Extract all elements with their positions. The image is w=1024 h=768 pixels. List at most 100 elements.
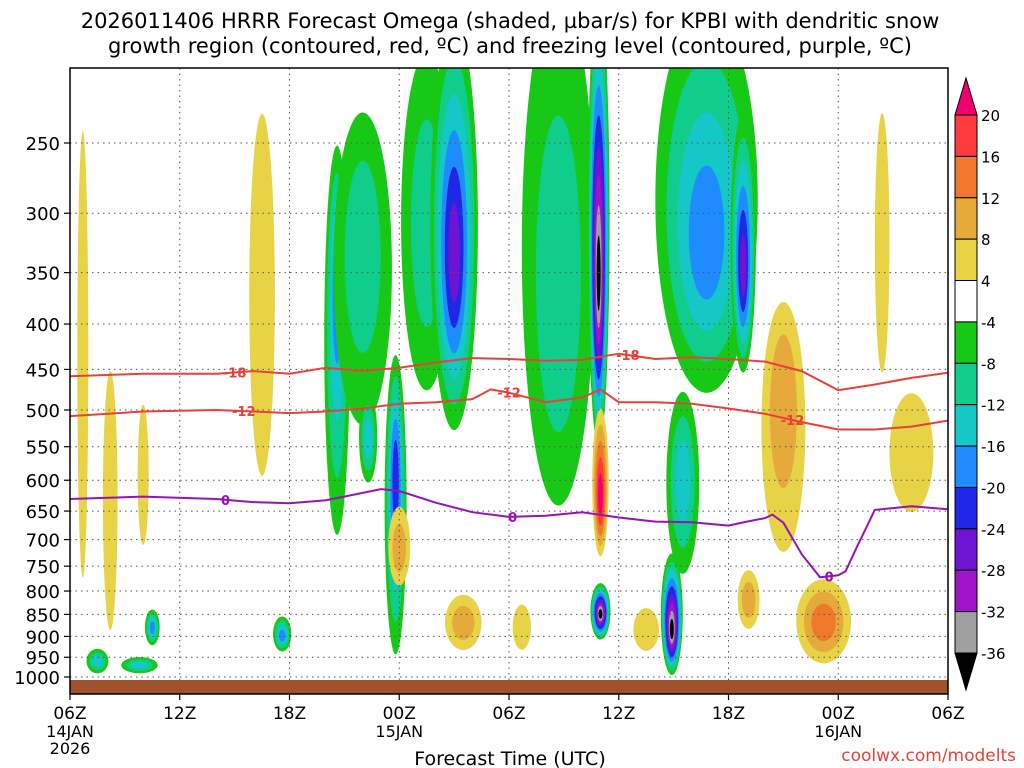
omega-feature-20 [137,404,149,546]
credit-text[interactable]: coolwx.com/modelts [841,746,1016,766]
omega-feature-17 [592,408,609,557]
contour-label--12: -12 [781,414,805,429]
colorbar-arrow-top [954,76,978,116]
y-tick-label-450: 450 [26,360,60,381]
contour-label-0: 0 [221,494,230,509]
colorbar-swatch-9 [954,445,978,488]
omega-feature-21 [249,113,275,476]
colorbar-label-12: 12 [981,190,1000,208]
contour-label--12: -12 [497,387,521,402]
omega-feature-19 [102,370,118,631]
colorbar-label--8: -8 [981,355,996,373]
colorbar-label--36: -36 [981,645,1006,663]
colorbar-swatch-3 [954,197,978,240]
omega-shading [77,68,934,676]
omega-feature-5 [521,68,595,506]
colorbar-swatch-5 [954,280,978,323]
omega-level--36 [669,618,674,640]
y-tick-label-550: 550 [26,438,60,459]
y-tick-label-350: 350 [26,264,60,285]
omega-feature-1 [333,112,392,425]
x-tick-label-6: 12Z [163,704,196,724]
omega-feature-29 [874,113,890,373]
x-tick-label-0: 06Z [53,704,86,724]
omega-feature-4 [430,68,478,430]
omega-feature-8 [660,553,683,676]
omega-level--12 [131,661,148,669]
y-tick-label-650: 650 [26,502,60,523]
colorbar-label--12: -12 [981,397,1006,415]
y-tick-label-500: 500 [26,401,60,422]
colorbar-swatch-11 [954,528,978,571]
colorbar-label-4: 4 [981,273,991,291]
contour-line-0 [70,488,948,579]
y-tick-label-800: 800 [26,582,60,603]
x-tick-label-42: 00Z [822,704,855,724]
omega-level--12 [675,440,691,522]
colorbar-label--16: -16 [981,438,1006,456]
y-tick-label-300: 300 [26,204,60,225]
omega-feature-23 [444,594,482,650]
omega-feature-26 [737,570,760,629]
x-tick-label-24: 06Z [492,704,525,724]
colorbar-label--32: -32 [981,604,1006,622]
omega-level-4 [102,370,118,631]
y-axis: 250 300 350 400 450 500 550 600 650 700 750 8008509… [14,134,70,689]
omega-level-4 [512,604,531,650]
y-tick-label-400: 400 [26,315,60,336]
omega-feature-11 [730,113,756,373]
title-line-2: growth region (contoured, red, ºC) and f… [108,34,912,58]
x-year-label-0: 2026 [50,739,91,758]
omega-level-4 [633,608,659,651]
terrain-strip [70,680,948,694]
colorbar-swatch-1 [954,114,978,157]
omega-level--16 [279,629,286,642]
colorbar: 20 16 12 8 4 -4 -8 -12 -16 -20 -24 -28 -32 -36 [954,76,1006,692]
omega-feature-13 [144,609,160,646]
title-line-1: 2026011406 HRRR Forecast Omega (shaded, … [81,9,940,33]
x-date-label-0: 14JAN [46,722,94,741]
omega-feature-30 [889,393,934,513]
omega-feature-6 [587,68,610,448]
omega-feature-10 [655,68,758,393]
x-axis-label: Forecast Time (UTC) [414,748,605,768]
omega-level--12 [364,418,373,459]
omega-level--20 [392,439,399,526]
gridlines [69,68,949,694]
y-tick-label-750: 750 [26,557,60,578]
omega-level-4 [874,113,890,373]
y-tick-label-1000: 1000 [14,668,60,689]
omega-level-4 [137,404,149,546]
contour-line--12 [70,388,948,431]
omega-feature-9 [666,391,700,574]
colorbar-swatch-7 [954,362,978,406]
x-tick-label-18: 00Z [383,704,416,724]
contour-label-0: 0 [508,511,517,526]
omega-feature-14 [121,657,158,674]
omega-level-4 [77,131,89,578]
y-tick-label-250: 250 [26,134,60,155]
y-tick-label-900: 900 [26,627,60,648]
x-tick-label-12: 18Z [273,704,306,724]
colorbar-label--28: -28 [981,562,1006,580]
omega-level--12 [92,655,103,667]
omega-level-12 [811,603,836,642]
omega-feature-28 [796,579,852,664]
omega-level-8 [741,581,756,618]
y-tick-label-600: 600 [26,471,60,492]
y-tick-label-850: 850 [26,605,60,626]
omega-level--36 [598,609,603,619]
omega-feature-16 [359,391,378,483]
contour-label-0: 0 [825,570,834,585]
omega-feature-24 [512,604,531,650]
omega-feature-18 [77,131,89,578]
omega-level--16 [149,621,155,634]
omega-feature-7 [590,583,611,640]
y-tick-label-700: 700 [26,531,60,552]
omega-feature-15 [273,616,292,652]
colorbar-swatch-10 [954,486,978,530]
contour-label--12: -12 [232,405,256,420]
colorbar-arrow-bottom [954,652,978,692]
